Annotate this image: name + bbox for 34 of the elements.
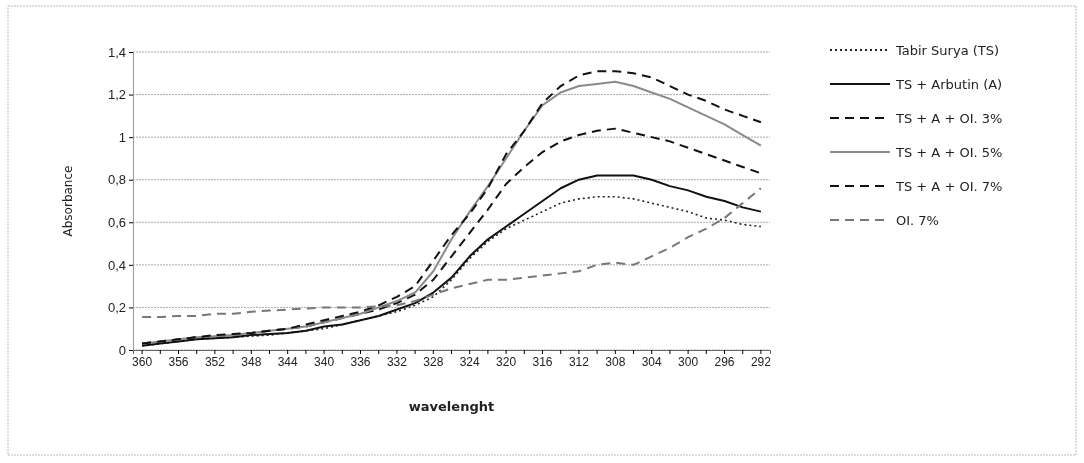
x-tick-label: 328: [423, 354, 444, 369]
x-tick-label: 352: [204, 354, 226, 369]
x-tick-label: 356: [168, 354, 189, 369]
y-tick-label: 1: [118, 129, 126, 145]
y-tick-label: 0,8: [107, 172, 126, 188]
x-tick-label: 336: [350, 354, 371, 369]
x-tick-label: 340: [314, 354, 335, 369]
x-tick-label: 308: [605, 354, 626, 369]
x-tick-label: 292: [750, 354, 772, 369]
x-tick-label: 324: [459, 354, 481, 369]
x-tick-label: 304: [641, 354, 663, 369]
y-axis-title: Absorbance: [61, 165, 75, 237]
y-tick-label: 0,6: [107, 214, 126, 230]
x-tick-label: 332: [386, 354, 408, 369]
x-tick-label: 320: [496, 354, 517, 369]
x-axis-title: wavelenght: [408, 399, 495, 414]
legend-label: TS + A + OI. 5%: [895, 144, 1003, 160]
legend-label: Tabir Surya (TS): [895, 42, 1000, 58]
y-tick-label: 0,4: [107, 257, 126, 273]
x-tick-label: 360: [132, 354, 153, 369]
x-tick-label: 316: [532, 354, 553, 369]
legend-label: TS + A + OI. 7%: [895, 178, 1003, 194]
x-tick-label: 344: [277, 354, 299, 369]
y-tick-label: 0: [118, 342, 126, 358]
x-tick-label: 312: [568, 354, 590, 369]
legend-label: TS + A + OI. 3%: [895, 110, 1003, 126]
legend-label: OI. 7%: [896, 212, 939, 228]
legend-label: TS + Arbutin (A): [895, 76, 1003, 92]
y-tick-label: 0,2: [107, 300, 126, 316]
x-tick-label: 296: [714, 354, 735, 369]
x-tick-label: 300: [678, 354, 699, 369]
y-tick-label: 1,2: [107, 87, 126, 103]
y-tick-label: 1,4: [107, 44, 126, 60]
x-tick-label: 348: [241, 354, 262, 369]
